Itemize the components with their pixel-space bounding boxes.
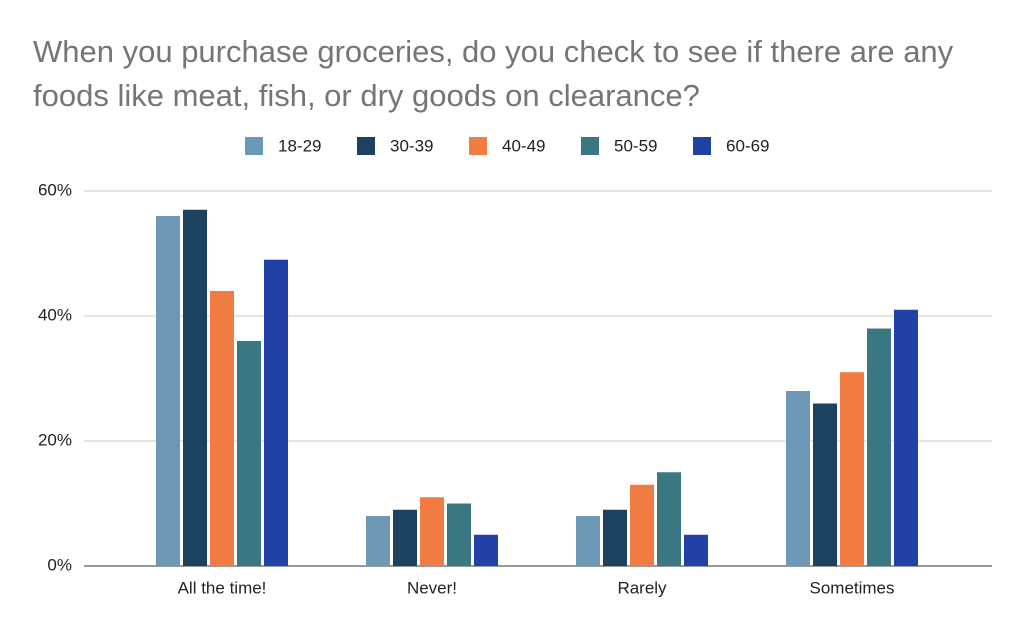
bar: [183, 209, 207, 566]
bar: [156, 216, 180, 566]
y-tick-label: 60%: [38, 180, 72, 199]
bar: [366, 516, 390, 566]
bar: [420, 497, 444, 566]
legend-swatch: [245, 137, 263, 155]
bar: [393, 509, 417, 566]
x-tick-label: All the time!: [178, 578, 267, 597]
x-tick-label: Sometimes: [809, 578, 894, 597]
bar: [264, 259, 288, 566]
legend-label: 40-49: [502, 136, 545, 155]
legend-swatch: [357, 137, 375, 155]
x-tick-label: Rarely: [617, 578, 667, 597]
y-tick-label: 0%: [47, 555, 72, 574]
bar: [684, 534, 708, 566]
legend-swatch: [581, 137, 599, 155]
x-tick-label: Never!: [407, 578, 457, 597]
y-tick-label: 20%: [38, 430, 72, 449]
bar: [894, 309, 918, 566]
chart-title: When you purchase groceries, do you chec…: [33, 34, 954, 113]
legend-label: 30-39: [390, 136, 433, 155]
y-tick-label: 40%: [38, 305, 72, 324]
legend-label: 60-69: [726, 136, 769, 155]
bar: [474, 534, 498, 566]
legend-swatch: [693, 137, 711, 155]
legend-swatch: [469, 137, 487, 155]
bar: [657, 472, 681, 566]
bar: [630, 484, 654, 566]
bar: [867, 328, 891, 566]
bar: [840, 372, 864, 566]
bar: [813, 403, 837, 566]
bar: [603, 509, 627, 566]
bar: [447, 503, 471, 566]
bar: [237, 341, 261, 566]
legend-label: 18-29: [278, 136, 321, 155]
bar: [786, 391, 810, 566]
legend-label: 50-59: [614, 136, 657, 155]
bar: [576, 516, 600, 566]
bar: [210, 291, 234, 566]
